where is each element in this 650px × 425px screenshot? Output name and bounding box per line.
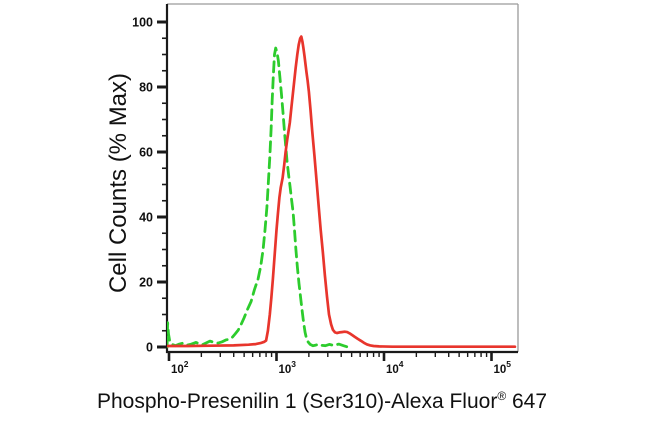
y-tick-label: 60 xyxy=(139,146,153,160)
x-tick-label: 102 xyxy=(171,359,189,376)
x-axis-title-number: 647 xyxy=(506,390,548,413)
x-tick-label: 105 xyxy=(494,359,512,376)
x-tick-label: 103 xyxy=(279,359,297,376)
y-tick-label: 0 xyxy=(146,341,153,355)
green-dashed-curve xyxy=(167,46,349,349)
y-axis-title: Cell Counts (% Max) xyxy=(105,72,132,294)
registered-trademark-icon: ® xyxy=(497,389,507,403)
y-tick-label: 20 xyxy=(139,276,153,290)
x-axis-title-text: Phospho-Presenilin 1 (Ser310)-Alexa Fluo… xyxy=(96,390,498,413)
x-axis-title: Phospho-Presenilin 1 (Ser310)-Alexa Fluo… xyxy=(97,390,547,414)
y-tick-label: 80 xyxy=(139,81,153,95)
x-tick-label: 104 xyxy=(386,359,404,376)
red-solid-curve xyxy=(167,35,517,349)
y-tick-label: 40 xyxy=(139,211,153,225)
y-tick-label: 100 xyxy=(132,16,153,30)
